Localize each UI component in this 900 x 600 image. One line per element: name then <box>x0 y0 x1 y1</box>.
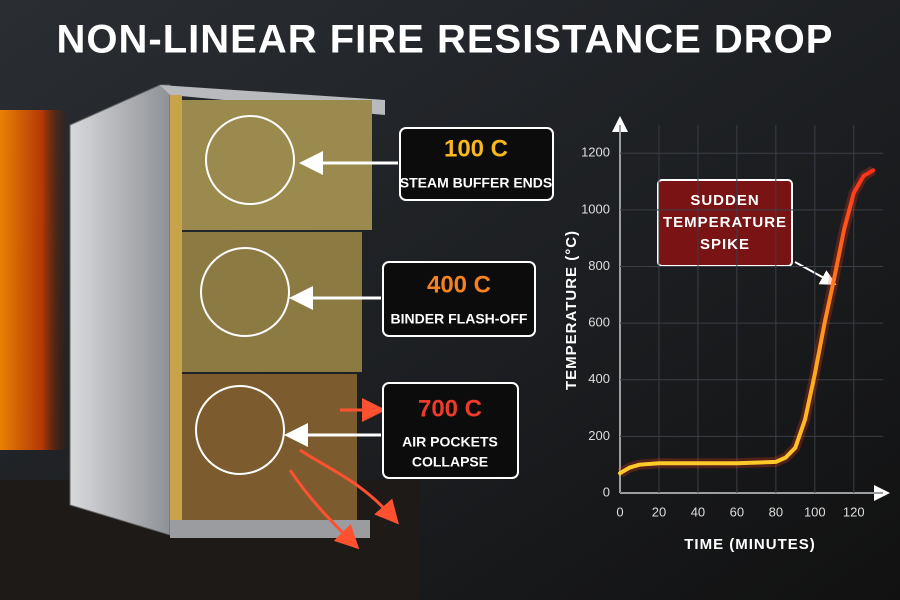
title: NON-LINEAR FIRE RESISTANCE DROP <box>57 18 834 62</box>
callout-text: BINDER FLASH-OFF <box>391 311 528 327</box>
y-tick-label: 1000 <box>581 201 610 216</box>
annotation: SPIKE <box>700 236 750 253</box>
x-tick-label: 80 <box>769 504 783 519</box>
x-axis-label: TIME (MINUTES) <box>684 536 816 553</box>
annotation: SUDDEN <box>690 192 759 209</box>
callout-text: COLLAPSE <box>412 454 488 470</box>
line <box>618 168 876 476</box>
x-tick-label: 100 <box>804 504 826 519</box>
insulation-panel <box>69 84 554 550</box>
x-tick-label: 20 <box>652 504 666 519</box>
callout-text: AIR POCKETS <box>402 434 498 450</box>
y-axis-label: TEMPERATURE (°C) <box>563 230 580 390</box>
x-tick-label: 40 <box>691 504 705 519</box>
fire <box>0 110 70 450</box>
callout-value: 100 C <box>444 135 508 162</box>
y-tick-label: 0 <box>603 484 610 499</box>
annotation: TEMPERATURE <box>663 214 787 231</box>
x-tick-label: 120 <box>843 504 865 519</box>
y-tick-label: 800 <box>588 258 610 273</box>
callout-value: 400 C <box>427 271 491 298</box>
y-tick-label: 400 <box>588 371 610 386</box>
callout-text: STEAM BUFFER ENDS <box>400 175 552 191</box>
y-tick-label: 1200 <box>581 145 610 160</box>
callout-value: 700 C <box>418 395 482 422</box>
y-tick-label: 600 <box>588 315 610 330</box>
x-tick-label: 0 <box>616 504 623 519</box>
y-tick-label: 200 <box>588 428 610 443</box>
x-tick-label: 60 <box>730 504 744 519</box>
